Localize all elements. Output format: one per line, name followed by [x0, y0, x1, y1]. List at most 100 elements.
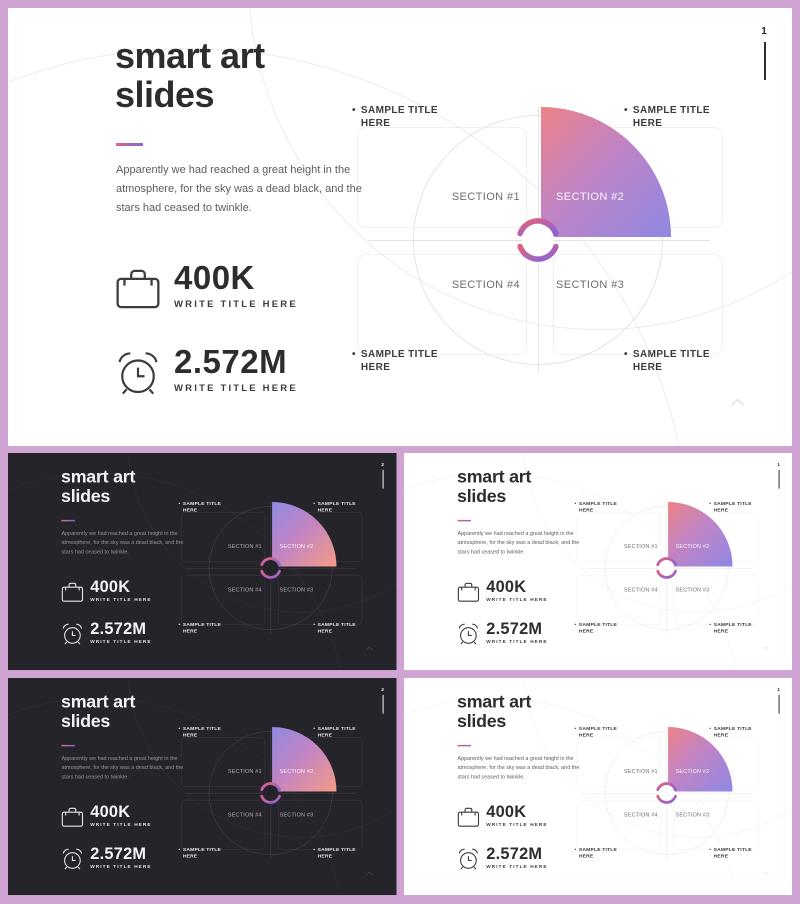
- stat-value: 2.572M: [485, 618, 542, 638]
- stat-label: WRITE TITLE HERE: [485, 597, 548, 603]
- section-4-label: SECTION #4: [451, 279, 520, 291]
- slide-description: Apparently we had reached a great height…: [457, 755, 579, 781]
- slide-description: Apparently we had reached a great height…: [457, 530, 579, 556]
- cycle-arrows-icon: [655, 557, 677, 579]
- smart-art-diagram: SECTION #1 SECTION #2 SECTION #3 SECTION…: [404, 453, 792, 670]
- slide-title: smart art slides: [61, 691, 136, 732]
- stat-value: 2.572M: [485, 843, 542, 863]
- briefcase-icon: [457, 582, 479, 602]
- briefcase-icon: [61, 582, 84, 602]
- smart-art-diagram: SECTION #1 SECTION #2 SECTION #3 SECTION…: [404, 678, 792, 895]
- slide-thumbnail-2[interactable]: smart art slides Apparently we had reache…: [8, 453, 397, 671]
- stat-block-2: 2.572M WRITE TITLE HERE: [455, 619, 547, 646]
- section-3-label: SECTION #3: [279, 812, 314, 819]
- sample-title-bottom-right: • SAMPLE TITLE HERE: [313, 846, 356, 859]
- slide-description: Apparently we had reached a great height…: [116, 164, 362, 214]
- page-number: 2: [381, 686, 384, 693]
- chevron-up-icon: [761, 646, 769, 651]
- section-3-label: SECTION #3: [675, 587, 709, 594]
- stat-block-1: 400K WRITE TITLE HERE: [455, 803, 547, 830]
- sample-title-top-right: • SAMPLE TITLE HERE: [708, 726, 752, 738]
- section-1-label: SECTION #1: [227, 768, 262, 775]
- stat-block-1: 400K WRITE TITLE HERE: [455, 578, 547, 605]
- smart-art-diagram: SECTION #1 SECTION #2 SECTION #3 SECTION…: [8, 678, 396, 895]
- cycle-arrows-icon: [260, 557, 281, 579]
- slide: smart art slides Apparently we had reache…: [403, 678, 792, 896]
- slide-thumbnail-5[interactable]: smart art slides Apparently we had reache…: [403, 678, 793, 896]
- chevron-up-icon: [761, 871, 769, 876]
- cycle-arrows-icon: [517, 218, 559, 262]
- stat-label: WRITE TITLE HERE: [90, 822, 152, 828]
- slide: smart art slides Apparently we had reache…: [8, 453, 397, 671]
- stat-block-1: 400K WRITE TITLE HERE: [60, 803, 152, 830]
- stat-label: WRITE TITLE HERE: [174, 299, 298, 310]
- chevron-up-icon: [730, 398, 745, 407]
- title-divider: [457, 744, 471, 747]
- sample-title-bottom-right: • SAMPLE TITLE HERE: [624, 349, 710, 373]
- section-2-label: SECTION #2: [675, 768, 709, 775]
- section-4-label: SECTION #4: [227, 812, 262, 819]
- sample-title-top-right: • SAMPLE TITLE HERE: [708, 501, 752, 513]
- briefcase-icon: [457, 807, 479, 827]
- stat-block-2: 2.572M WRITE TITLE HERE: [455, 844, 547, 871]
- slide-title: smart art slides: [61, 466, 136, 507]
- page-number: 1: [776, 461, 780, 468]
- title-divider: [457, 519, 471, 522]
- slide-title: smart art slides: [115, 35, 265, 115]
- section-1-label: SECTION #1: [451, 191, 520, 203]
- stat-label: WRITE TITLE HERE: [90, 863, 152, 870]
- sample-title-top-right: • SAMPLE TITLE HERE: [624, 105, 710, 129]
- page-number-line: [778, 694, 779, 714]
- page-number-line: [764, 42, 766, 80]
- sample-title-top-left: • SAMPLE TITLE HERE: [352, 105, 438, 129]
- sample-title-top-right: • SAMPLE TITLE HERE: [313, 726, 356, 738]
- sample-title-top-left: • SAMPLE TITLE HERE: [573, 501, 617, 513]
- title-divider: [116, 143, 143, 146]
- slide-thumbnail-1[interactable]: smart art slides Apparently we had reache…: [8, 8, 792, 446]
- alarm-clock-icon: [458, 848, 478, 870]
- section-4-label: SECTION #4: [623, 587, 658, 594]
- diagram-center-gap: [658, 560, 675, 576]
- cycle-arrows-icon: [260, 782, 281, 804]
- section-4-label: SECTION #4: [623, 812, 658, 819]
- diagram-center-gap: [262, 785, 279, 801]
- smart-art-diagram: SECTION #1 SECTION #2 SECTION #3 SECTION…: [8, 453, 396, 670]
- section-2-label: SECTION #2: [279, 768, 314, 775]
- sample-title-top-left: • SAMPLE TITLE HERE: [178, 501, 222, 513]
- alarm-clock-icon: [458, 623, 478, 645]
- slide-description: Apparently we had reached a great height…: [61, 755, 184, 781]
- slide-row-3: smart art slides Apparently we had reache…: [8, 678, 792, 896]
- section-3-label: SECTION #3: [556, 279, 625, 291]
- sample-title-bottom-left: • SAMPLE TITLE HERE: [178, 621, 222, 634]
- slide-row-1: smart art slides Apparently we had reache…: [8, 8, 792, 446]
- stat-value: 400K: [485, 577, 526, 596]
- section-1-label: SECTION #1: [623, 768, 658, 775]
- sample-title-bottom-left: • SAMPLE TITLE HERE: [573, 621, 617, 634]
- stat-value: 400K: [174, 259, 255, 296]
- stat-label: WRITE TITLE HERE: [90, 638, 152, 645]
- cycle-arrows-icon: [655, 782, 677, 804]
- stat-value: 2.572M: [90, 843, 147, 863]
- slide-title: smart art slides: [456, 466, 531, 507]
- stat-label: WRITE TITLE HERE: [485, 638, 548, 645]
- sample-title-top-left: • SAMPLE TITLE HERE: [178, 726, 222, 738]
- stat-block-2: 2.572M WRITE TITLE HERE: [112, 344, 298, 398]
- stat-label: WRITE TITLE HERE: [90, 597, 152, 603]
- page-number-line: [382, 694, 384, 714]
- section-1-label: SECTION #1: [623, 543, 658, 550]
- section-2-label: SECTION #2: [279, 543, 314, 550]
- slide-row-2: smart art slides Apparently we had reache…: [8, 453, 792, 671]
- slide-thumbnail-3[interactable]: smart art slides Apparently we had reache…: [403, 453, 793, 671]
- page-number-line: [778, 469, 779, 489]
- briefcase-icon: [61, 807, 84, 827]
- diagram-center-gap: [522, 224, 554, 256]
- sample-title-top-right: • SAMPLE TITLE HERE: [313, 501, 356, 513]
- stat-value: 2.572M: [174, 343, 288, 380]
- slide-thumbnail-4[interactable]: smart art slides Apparently we had reache…: [8, 678, 397, 896]
- slide: smart art slides Apparently we had reache…: [403, 453, 792, 671]
- sample-title-bottom-right: • SAMPLE TITLE HERE: [708, 846, 752, 859]
- briefcase-icon: [116, 269, 160, 309]
- section-4-label: SECTION #4: [227, 587, 262, 594]
- page-number: 1: [761, 26, 767, 37]
